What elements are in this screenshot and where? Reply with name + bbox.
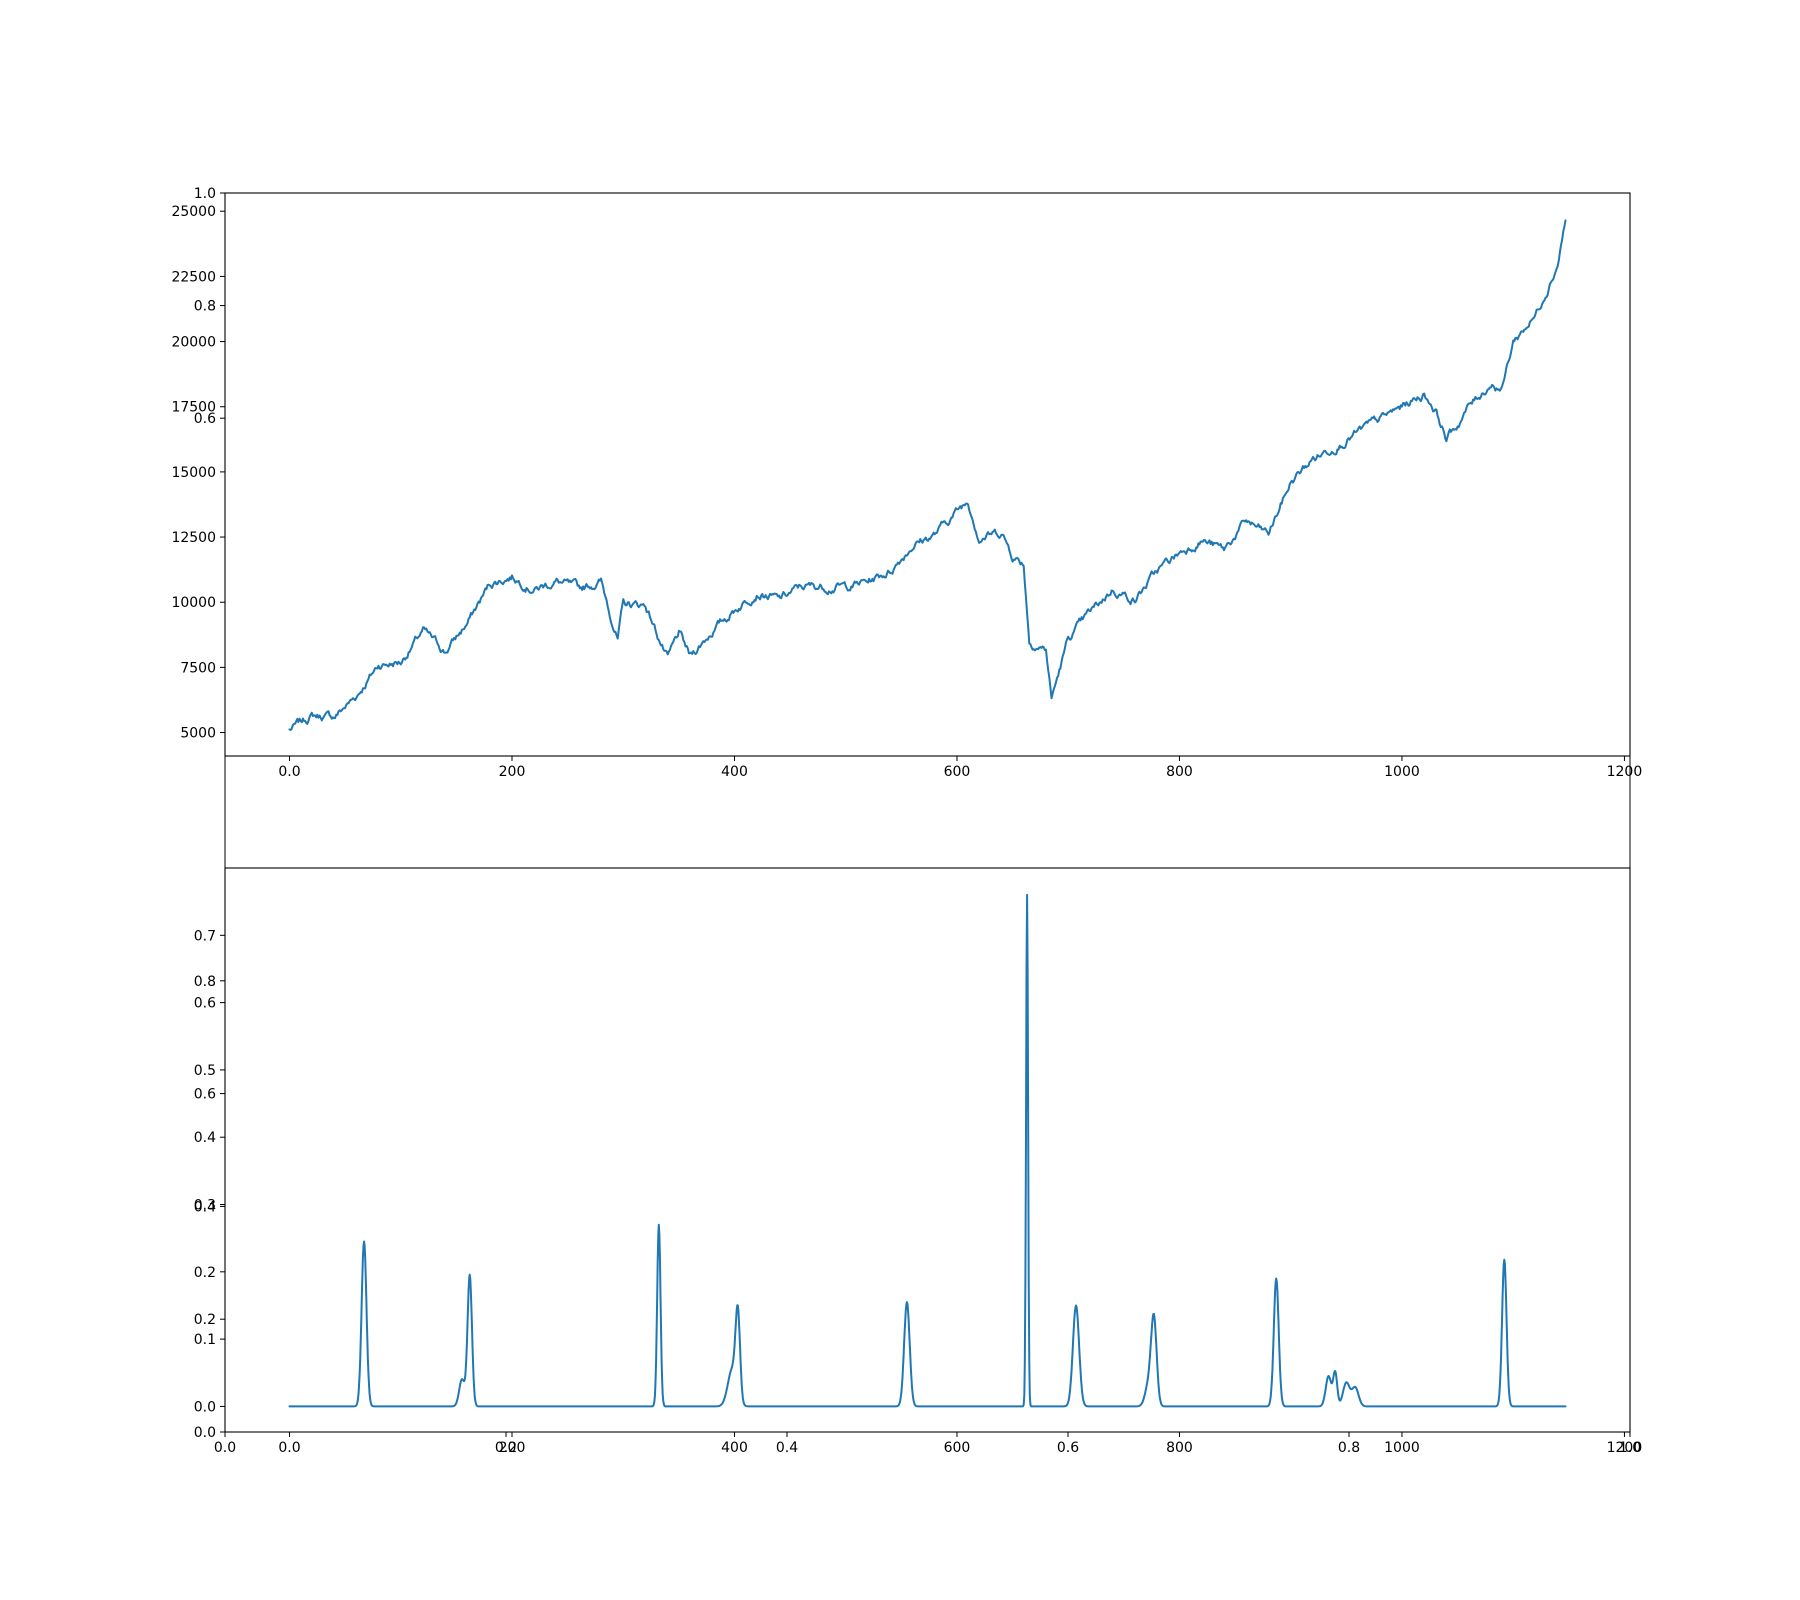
top-x-tick-200: 200: [499, 764, 526, 780]
bottom-overlay-y-tick-0.2: 0.2: [194, 1312, 216, 1328]
bottom-x-tick-600: 600: [944, 1440, 971, 1456]
bottom-panel: 0.0 200 400 600 800 1000 12000.00.10.20.30.40.…: [194, 867, 1643, 1456]
bottom-x-tick-1000: 1000: [1384, 1440, 1420, 1456]
bottom-y-tick-0.1: 0.1: [194, 1332, 216, 1348]
bottom-x-tick-1200: 1200: [1607, 1440, 1643, 1456]
top-x-tick-1000: 1000: [1384, 764, 1420, 780]
top-overlay-y-tick-1: 1.0: [194, 186, 216, 202]
bottom-overlay-y-tick-0: 0.0: [194, 1425, 216, 1441]
top-x-tick-1200: 1200: [1607, 764, 1643, 780]
bottom-overlay-y-tick-0.4: 0.4: [194, 1199, 216, 1215]
top-y-tick-17500: 17500: [171, 400, 216, 416]
top-x-tick-600: 600: [944, 764, 971, 780]
bottom-x-tick-200: 200: [499, 1440, 526, 1456]
top-y-tick-15000: 15000: [171, 465, 216, 481]
bottom-x-tick-0: 0.0: [278, 1440, 300, 1456]
top-y-tick-10000: 10000: [171, 595, 216, 611]
top-panel: 0.0 200 400 600 800 1000 1200 5000 7500 10000 1250…: [171, 186, 1642, 868]
bottom-overlay-x-tick-1: 1.0: [1619, 1440, 1641, 1456]
top-y-tick-22500: 22500: [171, 269, 216, 285]
top-overlay-y-tick-0.8: 0.8: [194, 299, 216, 315]
bottom-x-tick-800: 800: [1166, 1440, 1193, 1456]
bottom-axes-frame: [224, 867, 1631, 1433]
bottom-y-tick-0.3: 0.3: [194, 1198, 216, 1214]
bottom-y-tick-0.4: 0.4: [194, 1130, 216, 1146]
bottom-y-tick-0: 0.0: [194, 1399, 216, 1415]
top-x-tick-0: 0.0: [278, 764, 300, 780]
top-y-tick-20000: 20000: [171, 335, 216, 351]
top-y-tick-7500: 7500: [180, 660, 216, 676]
bottom-y-tick-0.7: 0.7: [194, 928, 216, 944]
bottom-x-tick-400: 400: [721, 1440, 748, 1456]
bottom-overlay-x-tick-0.4: 0.4: [776, 1440, 798, 1456]
bottom-y-tick-0.5: 0.5: [194, 1063, 216, 1079]
top-y-tick-25000: 25000: [171, 204, 216, 220]
top-overlay-y-tick-0.6: 0.6: [194, 411, 216, 427]
bottom-series-line: [288, 893, 1567, 1408]
bottom-y-tick-0.2: 0.2: [194, 1265, 216, 1281]
top-y-tick-12500: 12500: [171, 530, 216, 546]
top-y-tick-5000: 5000: [180, 726, 216, 742]
bottom-overlay-x-tick-0: 0.0: [214, 1440, 236, 1456]
top-x-tick-400: 400: [721, 764, 748, 780]
top-series-line: [288, 219, 1567, 731]
top-axes-frame: [224, 192, 1631, 757]
bottom-overlay-x-tick-0.2: 0.2: [495, 1440, 517, 1456]
bottom-overlay-y-tick-0.8: 0.8: [194, 974, 216, 990]
bottom-overlay-x-tick-0.8: 0.8: [1338, 1440, 1360, 1456]
bottom-y-tick-0.6: 0.6: [194, 996, 216, 1012]
top-x-tick-800: 800: [1166, 764, 1193, 780]
bottom-overlay-y-tick-0.6: 0.6: [194, 1087, 216, 1103]
bottom-overlay-x-tick-0.6: 0.6: [1057, 1440, 1079, 1456]
